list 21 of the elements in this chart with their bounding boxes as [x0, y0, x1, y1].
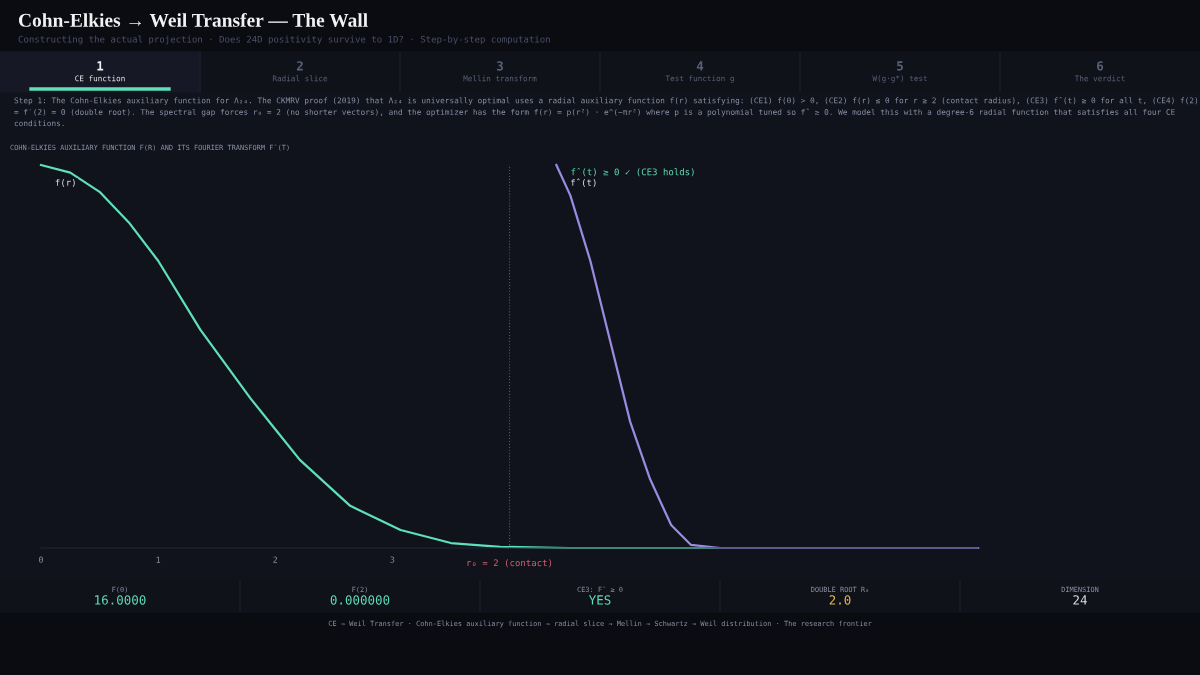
text: r₀ = 2 (contact) — [467, 559, 552, 568]
chart-subtitle: Constructing the actual projection · Does 24D positivity survive to 1D? · Step-by-step computation — [18, 35, 550, 45]
text: 1 — [97, 61, 104, 71]
text: 3 — [497, 61, 503, 71]
text: 24 — [1073, 595, 1087, 605]
x-tick-label: 0 — [39, 556, 43, 563]
text: 2 — [296, 61, 303, 71]
x-tick-label: 2 — [273, 556, 278, 563]
text: 0.000000 — [330, 595, 390, 605]
text: 5 — [897, 61, 903, 71]
annotation: f̂(t) ≥ 0 ✓ (CE3 holds) — [571, 167, 694, 177]
chart-title: Cohn-Elkies → Weil Transfer — The Wall — [18, 12, 368, 27]
text: 16.0000 — [95, 595, 146, 605]
series-label: f̂(t) — [571, 178, 596, 187]
x-tick-label: 1 — [156, 556, 161, 563]
text: 6 — [1097, 61, 1104, 71]
x-tick-label: 3 — [390, 556, 395, 563]
series-label: f(r) — [55, 178, 75, 187]
text: YES — [588, 595, 611, 605]
text: 2.0 — [829, 595, 851, 605]
text: 4 — [696, 61, 704, 71]
